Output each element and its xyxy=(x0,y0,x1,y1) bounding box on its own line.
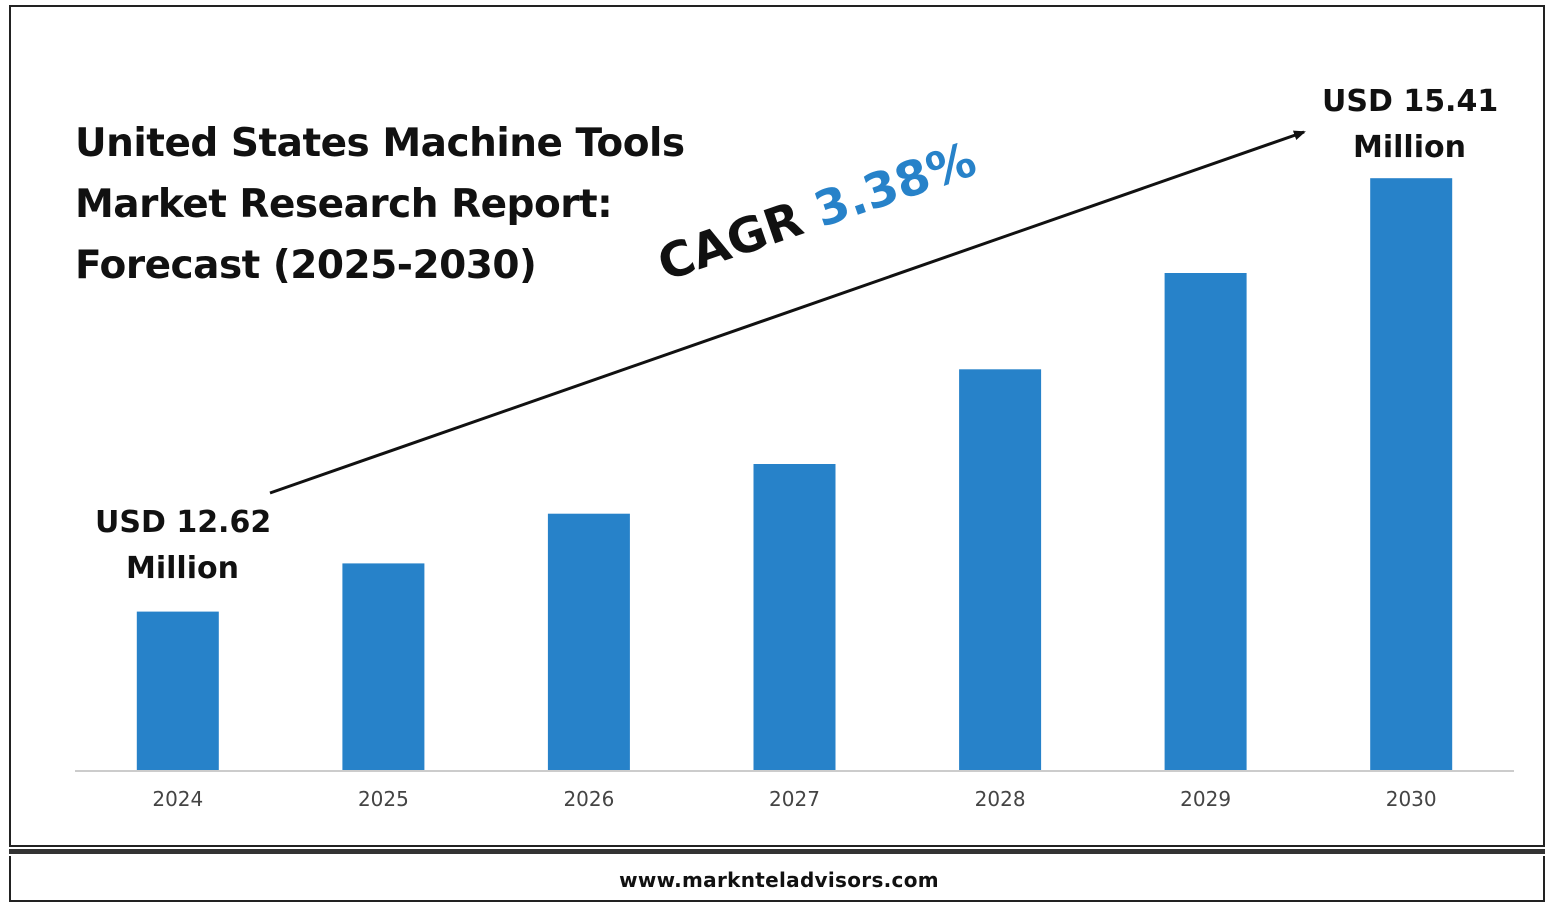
bar-2029 xyxy=(1164,273,1247,770)
x-tick-labels: 2024 2025 2026 2027 2028 2029 2030 xyxy=(152,787,1436,811)
title-line-3: Forecast (2025-2030) xyxy=(75,243,537,288)
title-line-2: Market Research Report: xyxy=(75,182,613,227)
footer-divider xyxy=(9,849,1545,854)
title-line-1: United States Machine Tools xyxy=(75,121,685,166)
x-tick-label-2024: 2024 xyxy=(152,787,203,811)
x-tick-label-2027: 2027 xyxy=(769,787,820,811)
bar-2027 xyxy=(753,464,836,770)
end-value-annotation: USD 15.41 Million xyxy=(1322,79,1499,171)
x-tick-label-2026: 2026 xyxy=(563,787,614,811)
start-value-line-2: Million xyxy=(126,551,239,586)
bar-2030 xyxy=(1370,178,1453,770)
x-tick-label-2028: 2028 xyxy=(975,787,1026,811)
footer: www.marknteladvisors.com xyxy=(9,856,1545,902)
bar-2028 xyxy=(959,369,1042,770)
start-value-annotation: USD 12.62 Million xyxy=(95,500,272,592)
bar-2025 xyxy=(342,563,425,770)
footer-url: www.marknteladvisors.com xyxy=(619,868,939,892)
bar-2026 xyxy=(547,513,630,770)
bar-2024 xyxy=(136,611,219,770)
x-tick-label-2030: 2030 xyxy=(1386,787,1437,811)
end-value-line-1: USD 15.41 xyxy=(1322,84,1499,119)
end-value-line-2: Million xyxy=(1353,130,1466,165)
chart-title: United States Machine Tools Market Resea… xyxy=(75,113,695,296)
x-tick-label-2025: 2025 xyxy=(358,787,409,811)
cagr-trend-arrow xyxy=(269,130,1306,495)
start-value-line-1: USD 12.62 xyxy=(95,505,272,540)
x-tick-label-2029: 2029 xyxy=(1180,787,1231,811)
bars-group xyxy=(136,178,1453,770)
